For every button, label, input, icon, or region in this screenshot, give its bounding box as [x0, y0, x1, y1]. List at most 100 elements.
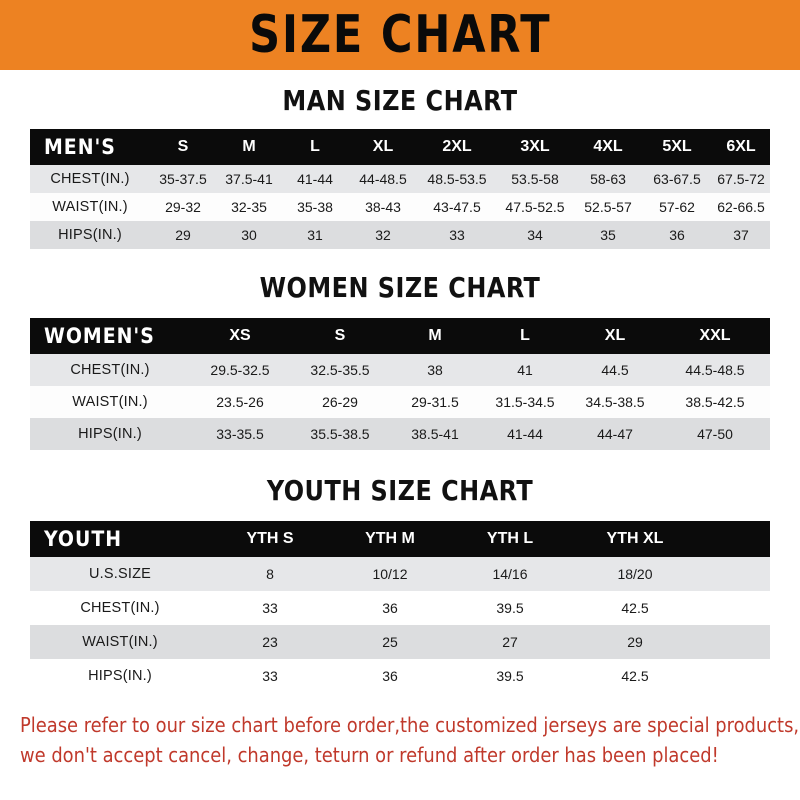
cell: 41 [517, 362, 533, 378]
cell: 33 [262, 668, 278, 684]
cell: 29 [175, 227, 191, 243]
cell: 47-50 [697, 426, 733, 442]
cell: 35-38 [297, 199, 333, 215]
cell: 41-44 [297, 171, 333, 187]
table-men: MEN'S S M L XL 2XL 3XL 4XL 5XL 6XL CHEST… [30, 129, 770, 249]
cell: 62-66.5 [717, 199, 765, 215]
table-row: U.S.SIZE 8 10/12 14/16 18/20 [30, 557, 770, 591]
corner-label-women: WOMEN'S [44, 324, 155, 348]
col-header: YTH XL [606, 530, 664, 547]
row-label: WAIST(IN.) [82, 634, 158, 650]
cell: 32.5-35.5 [310, 362, 370, 378]
corner-label-men: MEN'S [44, 135, 116, 159]
disclaimer-note: Please refer to our size chart before or… [20, 711, 800, 770]
row-label: WAIST(IN.) [72, 394, 148, 410]
cell: 29-31.5 [411, 394, 459, 410]
cell: 14/16 [492, 566, 528, 582]
cell: 31.5-34.5 [495, 394, 555, 410]
col-header: M [428, 327, 442, 344]
row-label: U.S.SIZE [88, 566, 152, 582]
cell: 36 [382, 600, 398, 616]
col-header: 2XL [442, 138, 472, 155]
cell: 25 [382, 634, 398, 650]
cell: 44-48.5 [359, 171, 407, 187]
table-row: WAIST(IN.) 23.5-26 26-29 29-31.5 31.5-34… [30, 386, 770, 418]
cell: 29.5-32.5 [210, 362, 270, 378]
row-label: HIPS(IN.) [88, 668, 152, 684]
section-men: MAN SIZE CHART MEN'S S M L XL 2XL [0, 84, 800, 249]
col-header: YTH M [365, 530, 415, 547]
row-label: CHEST(IN.) [80, 600, 160, 616]
table-head-row-youth: YOUTH YTH S YTH M YTH L YTH XL [30, 521, 770, 557]
table-head-row-men: MEN'S S M L XL 2XL 3XL 4XL 5XL 6XL [30, 129, 770, 165]
cell: 39.5 [496, 668, 524, 684]
cell: 29 [627, 634, 643, 650]
banner: SIZE CHART [0, 0, 800, 70]
cell: 42.5 [621, 668, 649, 684]
table-women: WOMEN'S XS S M L XL XXL CHEST(IN.) 29.5-… [30, 318, 770, 450]
row-label: HIPS(IN.) [78, 426, 142, 442]
col-header: S [334, 327, 346, 344]
section-women: WOMEN SIZE CHART WOMEN'S XS S M L XL [0, 271, 800, 450]
col-header: M [242, 138, 256, 155]
cell: 42.5 [621, 600, 649, 616]
col-header: L [310, 138, 320, 155]
table-wrap-men: MEN'S S M L XL 2XL 3XL 4XL 5XL 6XL CHEST… [30, 129, 770, 249]
cell: 32-35 [231, 199, 267, 215]
cell: 53.5-58 [511, 171, 559, 187]
row-label: WAIST(IN.) [52, 199, 128, 215]
cell: 33 [449, 227, 465, 243]
cell: 38 [427, 362, 443, 378]
cell: 48.5-53.5 [427, 171, 487, 187]
cell: 31 [307, 227, 323, 243]
table-row: CHEST(IN.) 33 36 39.5 42.5 [30, 591, 770, 625]
col-header: 5XL [662, 138, 692, 155]
cell-empty [700, 591, 770, 625]
disclaimer-line-1: Please refer to our size chart before or… [20, 713, 800, 737]
cell: 38.5-41 [411, 426, 459, 442]
section-title-women: WOMEN SIZE CHART [259, 271, 541, 304]
cell: 43-47.5 [433, 199, 481, 215]
table-head-row-women: WOMEN'S XS S M L XL XXL [30, 318, 770, 354]
cell-empty [700, 557, 770, 591]
row-label: CHEST(IN.) [50, 171, 130, 187]
col-header: 6XL [726, 138, 756, 155]
cell: 35 [600, 227, 616, 243]
cell: 39.5 [496, 600, 524, 616]
cell: 37 [733, 227, 749, 243]
col-header: XL [604, 327, 626, 344]
cell: 23 [262, 634, 278, 650]
table-row: WAIST(IN.) 29-32 32-35 35-38 38-43 43-47… [30, 193, 770, 221]
col-header: S [177, 138, 189, 155]
col-header: L [520, 327, 530, 344]
cell: 44.5-48.5 [685, 362, 745, 378]
col-header: YTH L [486, 530, 534, 547]
row-label: HIPS(IN.) [58, 227, 122, 243]
cell: 47.5-52.5 [505, 199, 565, 215]
cell-empty [700, 625, 770, 659]
cell-empty [700, 659, 770, 693]
cell: 36 [382, 668, 398, 684]
cell: 67.5-72 [717, 171, 765, 187]
page-title: SIZE CHART [248, 5, 552, 65]
cell: 38.5-42.5 [685, 394, 745, 410]
col-header: XL [372, 138, 394, 155]
cell: 35.5-38.5 [310, 426, 370, 442]
cell: 32 [375, 227, 391, 243]
disclaimer-line-2: we don't accept cancel, change, teturn o… [20, 742, 719, 767]
cell: 33-35.5 [216, 426, 264, 442]
cell: 34 [527, 227, 543, 243]
cell: 18/20 [617, 566, 653, 582]
cell: 27 [502, 634, 518, 650]
cell: 26-29 [322, 394, 358, 410]
col-header: YTH S [246, 530, 294, 547]
cell: 37.5-41 [225, 171, 273, 187]
cell: 44-47 [597, 426, 633, 442]
section-youth: YOUTH SIZE CHART YOUTH YTH S YTH M YTH L… [0, 474, 800, 693]
cell: 35-37.5 [159, 171, 207, 187]
table-wrap-women: WOMEN'S XS S M L XL XXL CHEST(IN.) 29.5-… [30, 318, 770, 450]
col-header: XXL [699, 327, 731, 344]
cell: 58-63 [590, 171, 626, 187]
cell: 23.5-26 [216, 394, 264, 410]
